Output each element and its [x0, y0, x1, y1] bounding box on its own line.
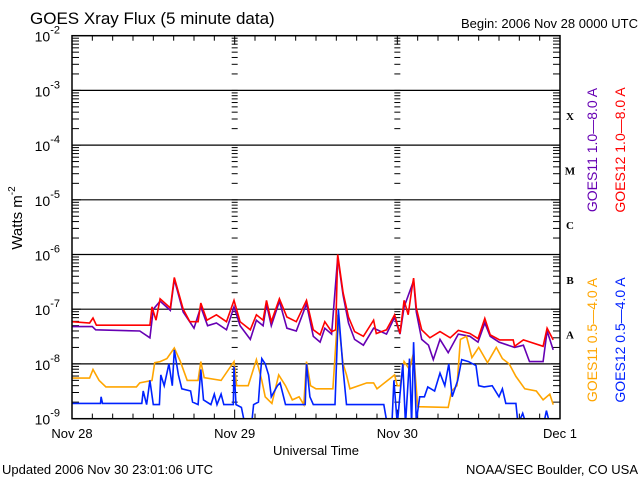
y-tick-label-base: 10	[35, 357, 51, 373]
y-tick-label: 10-7	[35, 298, 60, 318]
y-axis-title-text: Watts m	[9, 195, 26, 249]
y-tick-label-exponent: -5	[50, 189, 60, 201]
y-tick-label-exponent: -7	[50, 298, 60, 310]
flare-class-label: A	[566, 330, 574, 342]
flare-class-label: C	[566, 220, 574, 232]
x-axis-title: Universal Time	[273, 443, 359, 458]
y-tick-label-base: 10	[35, 302, 51, 318]
flare-class-label: B	[566, 275, 574, 287]
y-tick-label-exponent: -3	[50, 79, 60, 91]
y-tick-label: 10-4	[35, 134, 60, 154]
legend-entry: GOES12 0.5—4.0 A	[612, 277, 628, 403]
y-tick-label-base: 10	[35, 412, 51, 428]
y-tick-label-base: 10	[35, 29, 51, 45]
y-tick-label: 10-5	[35, 189, 60, 209]
y-tick-label-exponent: -8	[50, 353, 60, 365]
y-tick-label-exponent: -2	[50, 25, 60, 37]
axis-ticks	[72, 35, 560, 420]
flare-class-label: M	[565, 165, 576, 177]
x-tick-labels: Nov 28 Nov 29 Nov 30 Dec 1	[51, 426, 577, 441]
y-tick-label: 10-9	[35, 408, 60, 428]
x-tick-label: Dec 1	[543, 426, 577, 441]
plot-frame	[71, 34, 561, 420]
legend-entry: GOES12 1.0—8.0 A	[612, 87, 628, 213]
y-tick-label: 10-3	[35, 79, 60, 99]
series-line-goes11-0-5-4-0-a	[72, 314, 554, 409]
y-axis-title-exponent: -2	[7, 186, 18, 195]
y-tick-label-base: 10	[35, 248, 51, 264]
series-line-goes11-1-0-8-0-a	[72, 257, 554, 363]
y-axis-title: Watts m-2	[7, 186, 26, 250]
x-tick-label: Nov 28	[51, 426, 92, 441]
y-tick-label: 10-2	[35, 25, 60, 45]
y-tick-label-exponent: -6	[50, 244, 60, 256]
y-tick-label-exponent: -4	[50, 134, 60, 146]
series-line-goes12-0-5-4-0-a	[72, 309, 550, 419]
y-tick-labels: 10-210-310-410-510-610-710-810-9	[35, 25, 60, 428]
y-tick-label: 10-8	[35, 353, 60, 373]
legend-entry: GOES11 0.5—4.0 A	[584, 277, 600, 402]
legend-entry: GOES11 1.0—8.0 A	[584, 87, 600, 212]
flare-class-labels: X M C B A	[565, 111, 576, 342]
y-tick-label-base: 10	[35, 193, 51, 209]
begin-time: Begin: 2006 Nov 28 0000 UTC	[461, 16, 638, 31]
chart-title: GOES Xray Flux (5 minute data)	[30, 9, 275, 28]
x-tick-label: Nov 30	[377, 426, 418, 441]
credit-text: NOAA/SEC Boulder, CO USA	[466, 462, 638, 477]
legend: GOES11 1.0—8.0 A GOES12 1.0—8.0 A GOES11 0…	[584, 87, 628, 403]
x-tick-label: Nov 29	[214, 426, 255, 441]
data-series	[72, 254, 554, 419]
y-tick-label-base: 10	[35, 138, 51, 154]
updated-timestamp: Updated 2006 Nov 30 23:01:06 UTC	[2, 462, 213, 477]
series-line-goes12-1-0-8-0-a	[72, 254, 554, 348]
y-tick-label-exponent: -9	[50, 408, 60, 420]
y-tick-label-base: 10	[35, 83, 51, 99]
y-tick-label: 10-6	[35, 244, 60, 264]
flare-class-label: X	[566, 111, 574, 123]
